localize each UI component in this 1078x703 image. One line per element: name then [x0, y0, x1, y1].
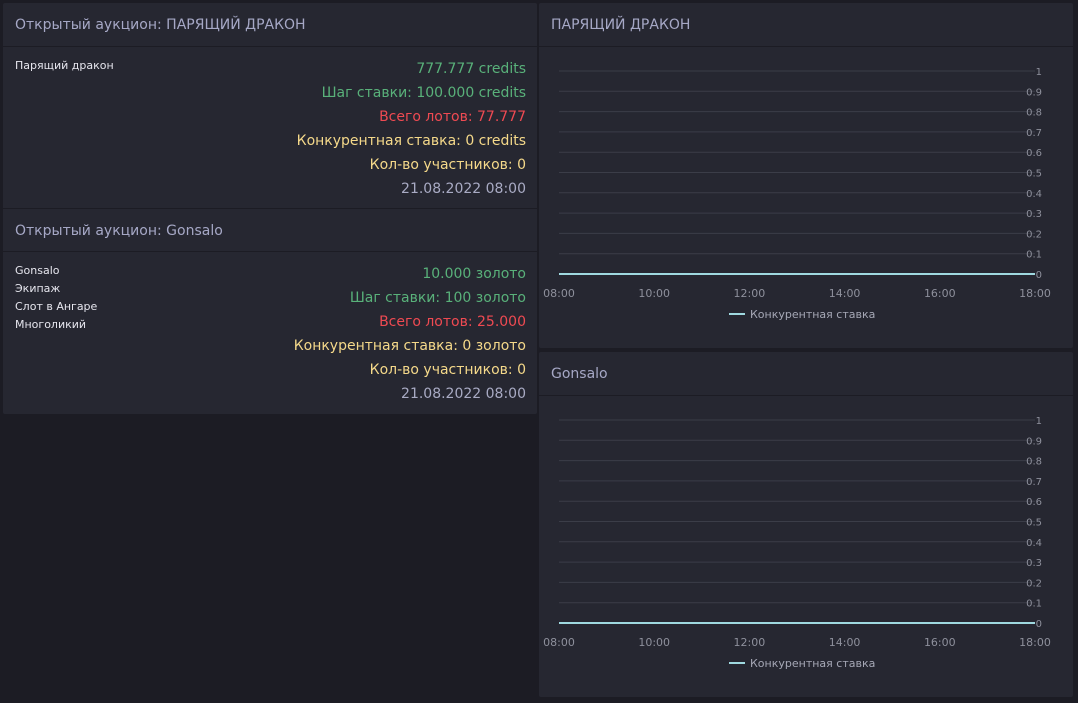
y-tick-label: 0.6 [1026, 497, 1042, 508]
x-tick-label: 16:00 [924, 636, 956, 649]
auction-card-gonsalo: Gonsalo Экипаж Слот в Ангаре Многоликий … [3, 252, 537, 412]
auction-card-dragon: Парящий дракон 777.777 credits Шаг ставк… [3, 47, 537, 208]
x-tick-label: 12:00 [734, 287, 766, 300]
auction-bid-step: Шаг ставки: 100 золото [349, 290, 526, 306]
auction-item: Gonsalo [15, 264, 60, 277]
y-tick-label: 0.6 [1026, 148, 1042, 159]
y-tick-label: 0 [1036, 619, 1042, 630]
x-tick-label: 08:00 [543, 636, 575, 649]
auction-competitive-bid: Конкурентная ставка: 0 золото [293, 338, 526, 354]
auction-total-lots: Всего лотов: 25.000 [379, 314, 526, 330]
y-tick-label: 0.9 [1026, 87, 1042, 98]
y-tick-label: 0.1 [1026, 599, 1042, 610]
x-tick-label: 14:00 [829, 287, 861, 300]
y-tick-label: 0.2 [1026, 229, 1042, 240]
y-tick-label: 0.9 [1026, 436, 1042, 447]
auction-item: Экипаж [15, 282, 61, 295]
x-tick-label: 14:00 [829, 636, 861, 649]
auction-item: Многоликий [15, 318, 87, 331]
chart-title: ПАРЯЩИЙ ДРАКОН [539, 3, 1073, 47]
auction-header-gonsalo: Открытый аукцион: Gonsalo [3, 208, 537, 252]
y-tick-label: 1 [1036, 416, 1042, 427]
x-tick-label: 12:00 [734, 636, 766, 649]
y-tick-label: 0.7 [1026, 128, 1042, 139]
y-tick-label: 0.8 [1026, 457, 1042, 468]
auction-items-list: Gonsalo Экипаж Слот в Ангаре Многоликий [15, 262, 97, 334]
auction-bid-step: Шаг ставки: 100.000 credits [321, 85, 526, 101]
x-tick-label: 18:00 [1019, 636, 1051, 649]
auction-price: 777.777 credits [416, 61, 526, 77]
y-tick-label: 0.7 [1026, 477, 1042, 488]
auction-competitive-bid: Конкурентная ставка: 0 credits [296, 133, 526, 149]
x-tick-label: 10:00 [638, 636, 670, 649]
auction-total-lots: Всего лотов: 77.777 [379, 109, 526, 125]
x-tick-label: 18:00 [1019, 287, 1051, 300]
auction-item: Парящий дракон [15, 59, 114, 72]
y-tick-label: 0.3 [1026, 209, 1042, 220]
line-chart: 1 0.9 0.8 0.7 0.6 0.5 0.4 0.3 0.2 0.1 0 08:00 10:00 1… [543, 67, 1051, 321]
y-tick-label: 0.4 [1026, 189, 1042, 200]
y-tick-label: 0.1 [1026, 250, 1042, 261]
y-tick-label: 0.4 [1026, 538, 1042, 549]
line-chart: 1 0.9 0.8 0.7 0.6 0.5 0.4 0.3 0.2 0.1 0 08:00 10:00 1… [543, 416, 1051, 670]
auction-items-list: Парящий дракон [15, 57, 114, 75]
auction-stats: 777.777 credits Шаг ставки: 100.000 cred… [297, 57, 526, 201]
y-tick-label: 0.3 [1026, 558, 1042, 569]
x-tick-label: 10:00 [638, 287, 670, 300]
auction-header-dragon: Открытый аукцион: ПАРЯЩИЙ ДРАКОН [3, 3, 537, 47]
y-tick-label: 0.8 [1026, 108, 1042, 119]
auction-date: 21.08.2022 08:00 [401, 181, 526, 197]
legend-label: Конкурентная ставка [750, 308, 875, 321]
auction-price: 10.000 золото [422, 266, 526, 282]
auction-date: 21.08.2022 08:00 [401, 386, 526, 402]
chart-title: Gonsalo [539, 352, 1073, 396]
auction-item: Слот в Ангаре [15, 300, 98, 313]
chart-panel-gonsalo: Gonsalo 1 0.9 0.8 0.7 0.6 0.5 0.4 0.3 0.2 0.1 0 08:… [539, 352, 1073, 697]
x-tick-label: 16:00 [924, 287, 956, 300]
y-tick-label: 0.5 [1026, 169, 1042, 180]
auction-stats: 10.000 золото Шаг ставки: 100 золото Все… [294, 262, 526, 406]
chart-panel-dragon: ПАРЯЩИЙ ДРАКОН 1 0.9 0.8 0.7 0.6 0.5 0.4 0.3 0.2… [539, 3, 1073, 348]
auction-list-panel: Открытый аукцион: ПАРЯЩИЙ ДРАКОН Парящий… [3, 3, 537, 414]
legend-label: Конкурентная ставка [750, 657, 875, 670]
y-tick-label: 0 [1036, 270, 1042, 281]
y-tick-label: 0.5 [1026, 518, 1042, 529]
auction-participants: Кол-во участников: 0 [369, 362, 526, 378]
y-tick-label: 1 [1036, 67, 1042, 78]
x-tick-label: 08:00 [543, 287, 575, 300]
auction-participants: Кол-во участников: 0 [369, 157, 526, 173]
y-tick-label: 0.2 [1026, 578, 1042, 589]
